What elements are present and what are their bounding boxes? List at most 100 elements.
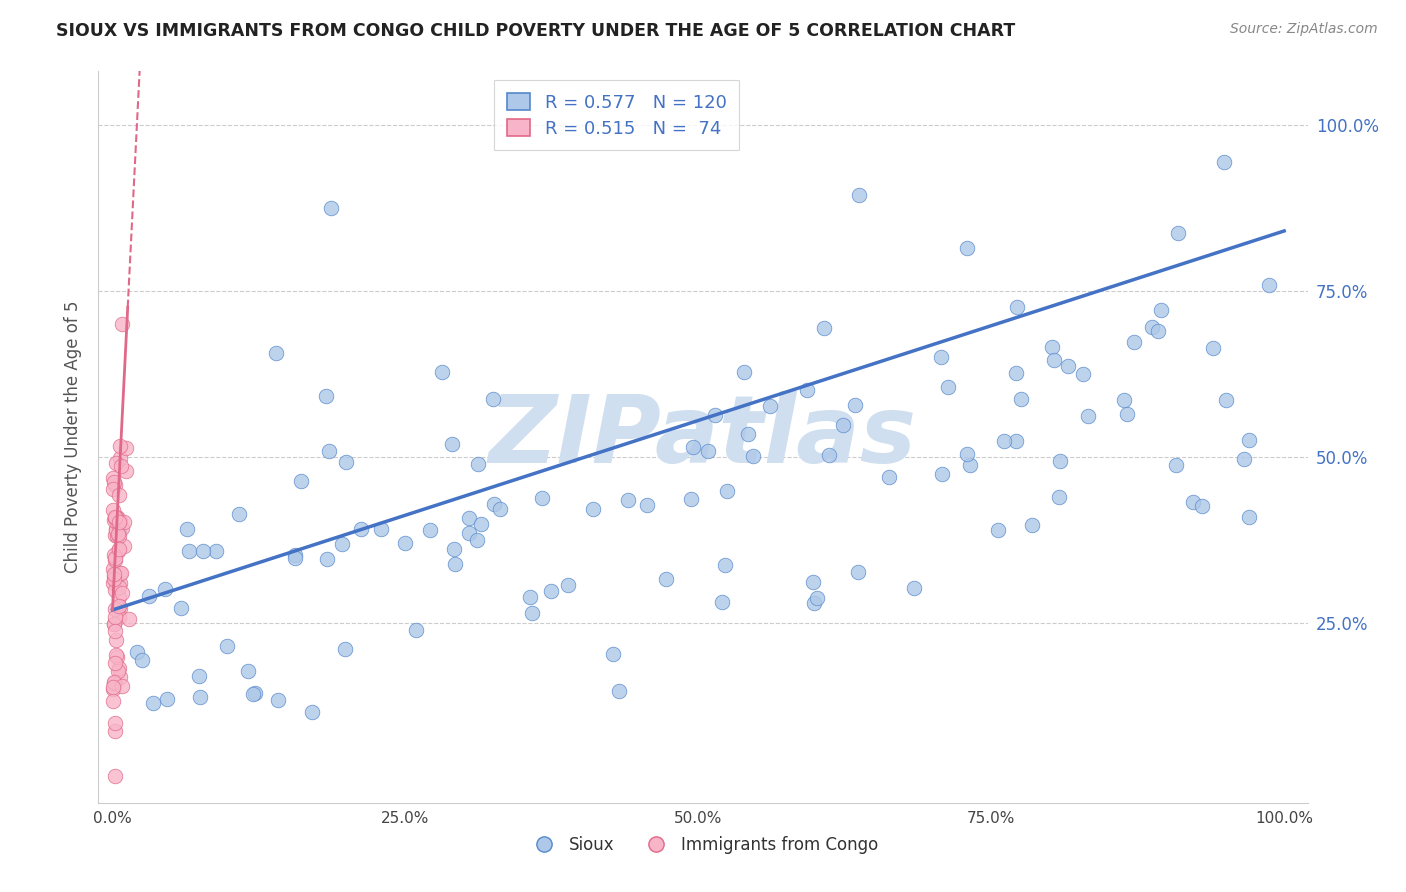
Point bbox=[118, 612, 141, 626]
Point bbox=[679, 491, 702, 506]
Point bbox=[169, 601, 191, 615]
Point bbox=[877, 470, 900, 484]
Point bbox=[1047, 490, 1070, 504]
Point bbox=[104, 656, 127, 670]
Point bbox=[103, 617, 125, 632]
Point bbox=[301, 705, 323, 719]
Point bbox=[1073, 367, 1095, 381]
Point bbox=[290, 474, 312, 488]
Point bbox=[1147, 324, 1170, 338]
Point bbox=[108, 524, 131, 539]
Point bbox=[844, 399, 866, 413]
Point bbox=[108, 439, 131, 453]
Point bbox=[710, 595, 733, 609]
Point bbox=[813, 321, 835, 335]
Point bbox=[101, 471, 124, 485]
Point bbox=[108, 566, 131, 581]
Point bbox=[522, 606, 544, 620]
Point bbox=[818, 448, 841, 462]
Point bbox=[714, 558, 737, 572]
Point bbox=[105, 633, 128, 648]
Point bbox=[125, 644, 148, 658]
Point bbox=[482, 497, 505, 511]
Point bbox=[104, 610, 127, 624]
Point bbox=[959, 458, 981, 473]
Point bbox=[107, 544, 129, 558]
Point bbox=[1004, 366, 1026, 380]
Point bbox=[1057, 359, 1080, 374]
Point bbox=[103, 572, 125, 586]
Point bbox=[1237, 510, 1260, 524]
Point bbox=[103, 550, 125, 565]
Point bbox=[103, 624, 125, 638]
Point bbox=[110, 566, 132, 581]
Point bbox=[238, 664, 260, 678]
Point bbox=[105, 649, 128, 664]
Point bbox=[284, 548, 307, 562]
Point bbox=[848, 187, 870, 202]
Text: SIOUX VS IMMIGRANTS FROM CONGO CHILD POVERTY UNDER THE AGE OF 5 CORRELATION CHAR: SIOUX VS IMMIGRANTS FROM CONGO CHILD POV… bbox=[56, 22, 1015, 40]
Point bbox=[104, 522, 127, 536]
Point bbox=[107, 610, 129, 624]
Point bbox=[103, 602, 125, 616]
Point bbox=[101, 694, 124, 708]
Point bbox=[1010, 392, 1032, 406]
Point bbox=[103, 575, 125, 590]
Point bbox=[108, 580, 131, 594]
Point bbox=[405, 623, 427, 637]
Point bbox=[191, 543, 214, 558]
Point bbox=[245, 686, 267, 700]
Point bbox=[929, 350, 952, 364]
Point bbox=[112, 539, 135, 553]
Point bbox=[104, 716, 127, 731]
Point bbox=[111, 521, 134, 535]
Point bbox=[110, 450, 132, 465]
Point bbox=[1077, 409, 1099, 424]
Point bbox=[1005, 434, 1028, 448]
Point bbox=[101, 682, 124, 697]
Point bbox=[188, 690, 211, 705]
Point bbox=[104, 769, 127, 783]
Y-axis label: Child Poverty Under the Age of 5: Child Poverty Under the Age of 5 bbox=[65, 301, 83, 574]
Point bbox=[733, 365, 755, 379]
Point bbox=[796, 384, 818, 398]
Point bbox=[467, 457, 489, 471]
Point bbox=[318, 443, 340, 458]
Point bbox=[107, 601, 129, 615]
Point bbox=[188, 669, 211, 683]
Point bbox=[156, 691, 179, 706]
Point bbox=[104, 511, 127, 525]
Point bbox=[105, 456, 128, 470]
Text: ZIPatlas: ZIPatlas bbox=[489, 391, 917, 483]
Point bbox=[1257, 277, 1279, 292]
Point bbox=[489, 502, 512, 516]
Point bbox=[440, 437, 463, 451]
Point bbox=[1164, 458, 1187, 472]
Point bbox=[697, 444, 720, 458]
Point bbox=[1191, 499, 1213, 513]
Point bbox=[1043, 352, 1066, 367]
Point bbox=[846, 565, 869, 579]
Point bbox=[1122, 334, 1144, 349]
Point bbox=[103, 513, 125, 527]
Point bbox=[557, 578, 579, 592]
Point bbox=[1049, 454, 1071, 468]
Point bbox=[319, 202, 342, 216]
Point bbox=[114, 464, 136, 478]
Point bbox=[215, 639, 238, 653]
Point bbox=[1040, 340, 1063, 354]
Point bbox=[458, 526, 481, 541]
Point bbox=[419, 523, 441, 537]
Point bbox=[104, 509, 127, 524]
Point bbox=[394, 536, 416, 550]
Point bbox=[104, 523, 127, 537]
Point bbox=[607, 684, 630, 698]
Point bbox=[111, 586, 134, 600]
Point bbox=[806, 591, 828, 605]
Point bbox=[138, 589, 160, 603]
Point bbox=[242, 687, 264, 701]
Point bbox=[111, 317, 134, 331]
Point bbox=[458, 511, 481, 525]
Point bbox=[1140, 319, 1163, 334]
Point bbox=[1237, 434, 1260, 448]
